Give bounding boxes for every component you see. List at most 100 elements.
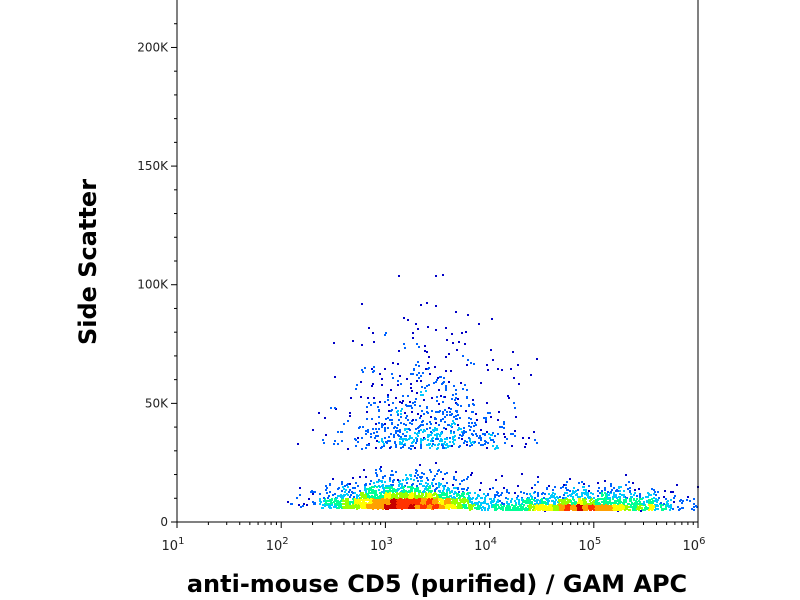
- event-point: [408, 447, 410, 449]
- event-point: [426, 411, 428, 413]
- event-point: [484, 497, 486, 499]
- event-point: [381, 423, 383, 425]
- event-point: [395, 430, 397, 432]
- event-point: [543, 502, 545, 504]
- event-point: [390, 504, 392, 506]
- event-point: [397, 410, 399, 412]
- event-point: [546, 487, 548, 489]
- event-point: [434, 418, 436, 420]
- event-point: [347, 486, 349, 488]
- event-point: [325, 489, 327, 491]
- event-point: [562, 508, 564, 510]
- event-point: [427, 436, 429, 438]
- event-point: [298, 504, 300, 506]
- event-point: [431, 498, 433, 500]
- event-point: [384, 368, 386, 370]
- event-point: [607, 497, 609, 499]
- event-point: [364, 494, 366, 496]
- event-point: [438, 494, 440, 496]
- event-point: [400, 413, 402, 415]
- event-point: [440, 501, 442, 503]
- event-point: [636, 498, 638, 500]
- event-point: [565, 487, 567, 489]
- event-point: [393, 506, 395, 508]
- event-point: [443, 486, 445, 488]
- event-point: [412, 419, 414, 421]
- event-point: [420, 438, 422, 440]
- event-point: [677, 506, 679, 508]
- event-point: [390, 474, 392, 476]
- event-point: [603, 499, 605, 501]
- event-point: [554, 497, 556, 499]
- event-point: [392, 362, 394, 364]
- event-point: [436, 498, 438, 500]
- event-point: [446, 414, 448, 416]
- event-point: [542, 506, 544, 508]
- event-point: [484, 509, 486, 511]
- event-point: [381, 506, 383, 508]
- event-point: [412, 496, 414, 498]
- event-point: [415, 364, 417, 366]
- event-point: [569, 478, 571, 480]
- event-point: [527, 508, 529, 510]
- event-point: [484, 440, 486, 442]
- event-point: [451, 491, 453, 493]
- event-point: [585, 489, 587, 491]
- event-point: [414, 490, 416, 492]
- event-point: [375, 435, 377, 437]
- event-point: [535, 507, 537, 509]
- event-point: [676, 484, 678, 486]
- event-point: [342, 500, 344, 502]
- event-point: [448, 407, 450, 409]
- event-point: [537, 495, 539, 497]
- event-point: [314, 502, 316, 504]
- event-point: [496, 491, 498, 493]
- event-point: [643, 501, 645, 503]
- event-point: [329, 491, 331, 493]
- event-point: [395, 407, 397, 409]
- event-point: [442, 494, 444, 496]
- event-point: [681, 507, 683, 509]
- event-point: [355, 482, 357, 484]
- event-point: [432, 485, 434, 487]
- event-point: [545, 505, 547, 507]
- event-point: [384, 334, 386, 336]
- event-point: [444, 473, 446, 475]
- event-point: [380, 447, 382, 449]
- event-point: [420, 505, 422, 507]
- event-point: [386, 487, 388, 489]
- event-point: [657, 505, 659, 507]
- event-point: [331, 504, 333, 506]
- event-point: [479, 489, 481, 491]
- event-point: [485, 417, 487, 419]
- event-point: [342, 486, 344, 488]
- event-point: [620, 507, 622, 509]
- event-point: [384, 500, 386, 502]
- event-point: [418, 372, 420, 374]
- event-point: [521, 473, 523, 475]
- event-point: [427, 326, 429, 328]
- event-point: [349, 412, 351, 414]
- event-point: [393, 503, 395, 505]
- event-point: [347, 420, 349, 422]
- event-point: [375, 423, 377, 425]
- event-point: [381, 504, 383, 506]
- event-point: [639, 498, 641, 500]
- event-point: [411, 423, 413, 425]
- event-point: [673, 497, 675, 499]
- event-point: [325, 502, 327, 504]
- event-point: [394, 441, 396, 443]
- event-point: [414, 492, 416, 494]
- event-point: [497, 447, 499, 449]
- event-point: [506, 501, 508, 503]
- event-point: [399, 443, 401, 445]
- event-point: [325, 434, 327, 436]
- event-point: [496, 508, 498, 510]
- event-point: [581, 481, 583, 483]
- event-point: [391, 470, 393, 472]
- event-point: [387, 508, 389, 510]
- x-axis-label: anti-mouse CD5 (purified) / GAM APC: [187, 570, 687, 598]
- event-point: [458, 341, 460, 343]
- event-point: [372, 332, 374, 334]
- event-point: [469, 497, 471, 499]
